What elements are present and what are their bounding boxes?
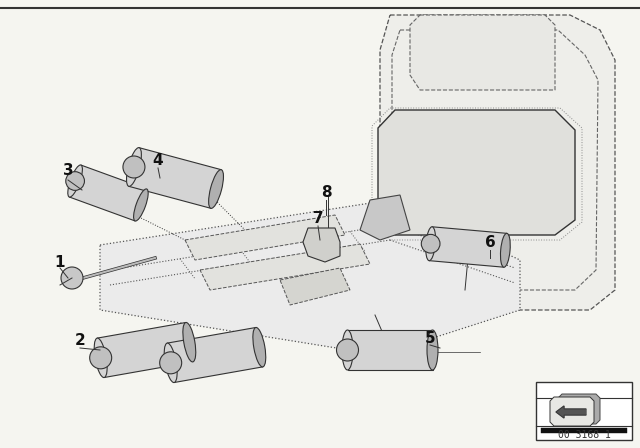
Text: 2: 2 bbox=[75, 332, 85, 348]
Polygon shape bbox=[129, 148, 221, 208]
Ellipse shape bbox=[61, 267, 83, 289]
Ellipse shape bbox=[253, 327, 266, 367]
Ellipse shape bbox=[66, 172, 84, 190]
Polygon shape bbox=[303, 228, 340, 262]
Polygon shape bbox=[280, 268, 350, 305]
Ellipse shape bbox=[427, 330, 438, 370]
Text: 3: 3 bbox=[63, 163, 74, 177]
Polygon shape bbox=[348, 330, 433, 370]
Text: 1: 1 bbox=[55, 254, 65, 270]
Ellipse shape bbox=[127, 148, 141, 186]
Polygon shape bbox=[410, 15, 555, 90]
Ellipse shape bbox=[209, 170, 223, 208]
Bar bbox=[541, 427, 627, 432]
Ellipse shape bbox=[426, 227, 436, 261]
Polygon shape bbox=[69, 165, 147, 221]
Text: 6: 6 bbox=[484, 234, 495, 250]
Polygon shape bbox=[556, 406, 586, 418]
Polygon shape bbox=[185, 215, 345, 260]
Ellipse shape bbox=[94, 338, 107, 378]
Polygon shape bbox=[200, 244, 370, 290]
Bar bbox=[536, 382, 632, 440]
Text: 8: 8 bbox=[321, 185, 332, 199]
Polygon shape bbox=[380, 15, 615, 310]
Ellipse shape bbox=[134, 189, 148, 221]
Ellipse shape bbox=[164, 343, 177, 383]
Polygon shape bbox=[100, 200, 520, 355]
Text: 7: 7 bbox=[313, 211, 323, 225]
Polygon shape bbox=[378, 110, 575, 235]
Polygon shape bbox=[167, 327, 263, 383]
Polygon shape bbox=[550, 397, 594, 426]
Ellipse shape bbox=[337, 339, 358, 361]
Text: 00 3168 1: 00 3168 1 bbox=[557, 430, 611, 440]
Ellipse shape bbox=[68, 165, 83, 197]
Ellipse shape bbox=[123, 156, 145, 178]
Ellipse shape bbox=[90, 347, 112, 369]
Polygon shape bbox=[97, 323, 193, 378]
Ellipse shape bbox=[342, 330, 353, 370]
Text: 4: 4 bbox=[153, 152, 163, 168]
Ellipse shape bbox=[500, 233, 510, 267]
Ellipse shape bbox=[421, 234, 440, 253]
Polygon shape bbox=[360, 195, 410, 240]
Ellipse shape bbox=[160, 352, 182, 374]
Text: 5: 5 bbox=[425, 331, 435, 345]
Ellipse shape bbox=[183, 323, 196, 362]
Polygon shape bbox=[429, 227, 507, 267]
Polygon shape bbox=[558, 394, 600, 424]
